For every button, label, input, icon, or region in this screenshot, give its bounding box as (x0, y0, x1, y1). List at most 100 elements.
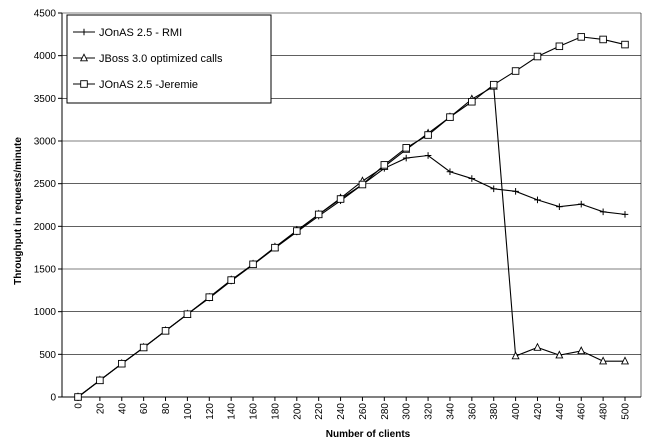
data-point (621, 211, 629, 218)
x-tick-label: 400 (511, 403, 522, 420)
data-point (577, 200, 585, 208)
data-point (555, 42, 564, 51)
x-tick-label: 260 (358, 403, 369, 420)
legend-item: JOnAS 2.5 - RMI (73, 27, 182, 39)
data-point (118, 359, 126, 368)
data-point (293, 227, 301, 235)
y-tick-label: 0 (50, 393, 56, 404)
x-tick-label: 340 (445, 403, 456, 420)
data-point (577, 346, 586, 355)
data-point (489, 80, 498, 89)
data-point (533, 342, 542, 351)
data-point (599, 35, 607, 44)
data-point (512, 188, 519, 195)
y-axis-title: Throughput in requests/minute (13, 137, 24, 285)
y-tick-label: 1000 (34, 307, 57, 318)
x-tick-label: 460 (577, 403, 588, 420)
x-tick-label: 360 (467, 403, 478, 420)
series-square (74, 33, 629, 401)
data-point (271, 243, 279, 252)
legend-item: JBoss 3.0 optimized calls (73, 53, 223, 65)
data-point (402, 144, 410, 152)
data-point (161, 327, 170, 335)
x-tick-label: 140 (227, 403, 238, 420)
data-point (511, 67, 520, 75)
x-tick-label: 300 (402, 403, 413, 420)
data-point (556, 203, 563, 211)
x-tick-label: 240 (336, 403, 347, 420)
data-point (358, 180, 367, 189)
x-tick-label: 220 (314, 403, 325, 420)
x-tick-label: 160 (249, 403, 260, 420)
grid-layer (62, 12, 642, 398)
data-point (249, 260, 257, 269)
data-point (446, 168, 454, 176)
legend-box (66, 14, 272, 104)
y-tick-label: 2000 (34, 222, 57, 233)
data-point (534, 196, 541, 204)
x-tick-label: 180 (270, 403, 281, 420)
data-point (424, 152, 432, 159)
y-tick-label: 4500 (34, 9, 57, 20)
series-triangle (73, 81, 630, 401)
y-tick-label: 3000 (34, 137, 57, 148)
data-point (74, 393, 82, 401)
y-tick-label: 2500 (34, 179, 57, 190)
legend-label: JOnAS 2.5 - RMI (99, 27, 182, 39)
y-tick-label: 4000 (34, 51, 57, 62)
data-point (511, 351, 520, 360)
x-tick-label: 0 (74, 403, 85, 409)
legend-marker (80, 28, 88, 36)
x-tick-label: 120 (205, 403, 216, 420)
x-tick-label: 380 (489, 403, 500, 420)
data-point (139, 343, 148, 352)
series-line (77, 85, 625, 398)
data-point (227, 276, 235, 284)
data-point (96, 376, 104, 385)
legend-label: JBoss 3.0 optimized calls (99, 53, 223, 65)
legend-item: JOnAS 2.5 -Jeremie (73, 79, 198, 91)
y-tick-label: 1500 (34, 265, 57, 276)
data-point (468, 97, 476, 106)
data-point (424, 131, 432, 139)
data-point (336, 195, 345, 203)
data-point (446, 113, 454, 121)
y-tick-label: 500 (39, 350, 56, 361)
data-point (183, 310, 192, 318)
x-tick-label: 60 (139, 403, 150, 415)
x-tick-label: 480 (599, 403, 610, 420)
data-point (577, 33, 585, 41)
x-tick-label: 440 (555, 403, 566, 420)
axis-layer: 0 500 1000 1500 2000 2500 3000 3500 4000 4500 0 20 4… (34, 9, 641, 420)
x-tick-label: 100 (183, 403, 194, 420)
series-layer (73, 33, 630, 401)
x-tick-label: 40 (117, 403, 128, 415)
data-point (490, 185, 498, 193)
legend: JOnAS 2.5 - RMI JBoss 3.0 optimized calls… (66, 14, 272, 104)
legend-label: JOnAS 2.5 -Jeremie (99, 79, 198, 91)
data-point (599, 356, 608, 365)
y-tick-label: 3500 (34, 94, 57, 105)
data-point (620, 356, 630, 365)
data-point (380, 161, 389, 169)
x-tick-label: 200 (292, 403, 303, 420)
data-point (599, 208, 607, 216)
data-point (555, 350, 564, 359)
x-tick-label: 80 (161, 403, 172, 415)
x-tick-label: 320 (424, 403, 435, 420)
x-tick-label: 20 (95, 403, 106, 415)
x-axis-title: Number of clients (326, 429, 411, 440)
data-point (205, 293, 214, 301)
data-point (533, 52, 542, 61)
x-tick-label: 420 (533, 403, 544, 420)
data-point (621, 40, 629, 49)
x-tick-label: 280 (380, 403, 391, 420)
legend-marker (79, 53, 89, 62)
x-tick-label: 500 (621, 403, 632, 420)
data-point (314, 210, 323, 219)
data-point (402, 154, 410, 162)
legend-marker (80, 80, 88, 88)
data-point (468, 175, 476, 182)
